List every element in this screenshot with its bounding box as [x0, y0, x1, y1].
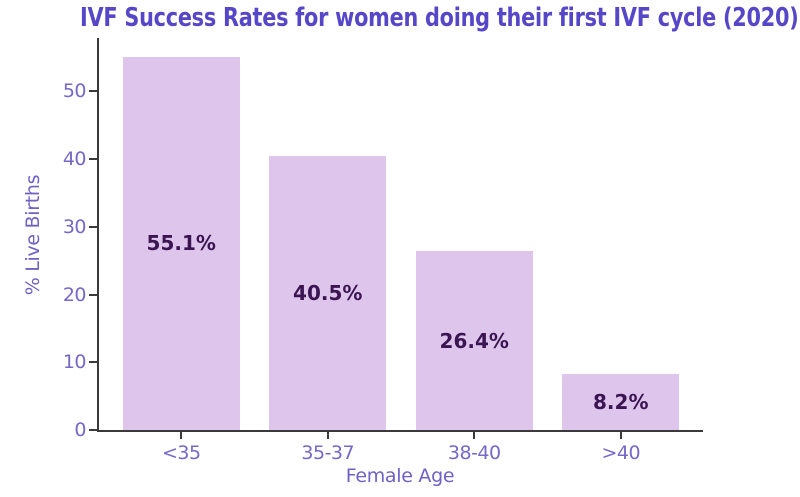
- y-tick-mark: [89, 225, 97, 228]
- chart-title: IVF Success Rates for women doing their …: [80, 3, 799, 33]
- y-tick-label: 30: [62, 215, 87, 238]
- bar-value-label: 26.4%: [439, 328, 509, 353]
- x-tick-mark: [473, 432, 476, 439]
- x-tick-mark: [619, 432, 622, 439]
- y-tick-label: 50: [62, 80, 87, 103]
- y-tick-mark: [89, 361, 97, 364]
- y-tick-mark: [89, 158, 97, 161]
- y-tick-label: 20: [62, 283, 87, 306]
- bar: [269, 155, 387, 430]
- y-tick-mark: [89, 429, 97, 431]
- x-tick-label: 35-37: [301, 442, 355, 464]
- bar-value-label: 40.5%: [293, 280, 363, 305]
- y-tick-label: 40: [62, 148, 87, 171]
- y-axis-label: % Live Births: [22, 174, 44, 296]
- x-tick-label: <35: [161, 442, 201, 464]
- bar-value-label: 8.2%: [593, 390, 649, 415]
- x-tick-mark: [180, 432, 183, 439]
- x-tick-label: 38-40: [447, 442, 501, 464]
- bar-value-label: 55.1%: [146, 231, 216, 256]
- y-tick-mark: [89, 90, 97, 93]
- bar: [562, 374, 680, 430]
- x-axis-label: Female Age: [345, 465, 455, 487]
- y-tick-label: 10: [62, 351, 87, 374]
- plot-area: 55.1% <35 40.5% 35-37 26.4% 38-40 8.2% >40 0 10 20…: [63, 38, 703, 464]
- bar: [415, 251, 533, 430]
- y-tick-label: 0: [74, 419, 86, 441]
- bar: [122, 56, 240, 430]
- x-tick-label: >40: [601, 442, 641, 464]
- x-tick-mark: [326, 432, 329, 439]
- y-tick-mark: [89, 293, 97, 296]
